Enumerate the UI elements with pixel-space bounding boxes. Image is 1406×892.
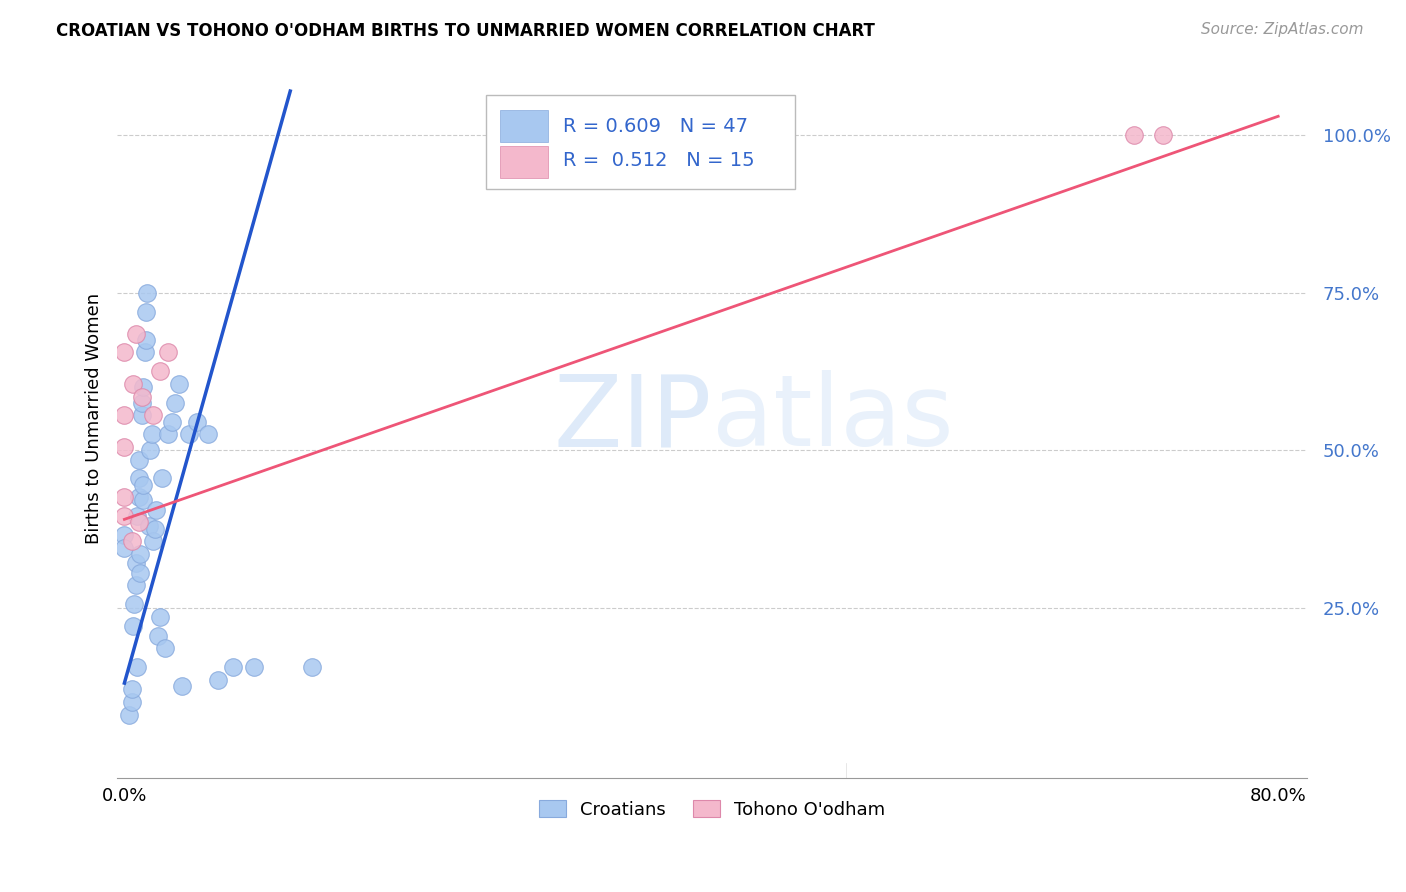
- Tohono O'odham: [131, 390, 153, 404]
- Text: ZIP: ZIP: [554, 370, 711, 467]
- Legend: Croatians, Tohono O'odham: Croatians, Tohono O'odham: [531, 793, 893, 826]
- Tohono O'odham: [128, 516, 150, 530]
- Text: atlas: atlas: [711, 370, 953, 467]
- Croatians: [129, 566, 152, 580]
- Croatians: [132, 493, 155, 508]
- Tohono O'odham: [122, 376, 145, 391]
- Tohono O'odham: [112, 409, 135, 423]
- Croatians: [197, 427, 219, 442]
- Y-axis label: Births to Unmarried Women: Births to Unmarried Women: [86, 293, 103, 544]
- Tohono O'odham: [112, 440, 135, 454]
- Croatians: [141, 427, 163, 442]
- Tohono O'odham: [149, 364, 172, 378]
- Tohono O'odham: [142, 409, 165, 423]
- Text: R =  0.512   N = 15: R = 0.512 N = 15: [564, 152, 755, 170]
- Croatians: [112, 528, 135, 542]
- Croatians: [121, 695, 143, 709]
- Croatians: [186, 415, 208, 429]
- Croatians: [129, 547, 152, 561]
- Tohono O'odham: [125, 326, 148, 341]
- Croatians: [149, 610, 172, 624]
- Text: CROATIAN VS TOHONO O'ODHAM BIRTHS TO UNMARRIED WOMEN CORRELATION CHART: CROATIAN VS TOHONO O'ODHAM BIRTHS TO UNM…: [56, 22, 875, 40]
- Croatians: [135, 304, 157, 318]
- Croatians: [125, 578, 148, 592]
- Croatians: [127, 660, 149, 674]
- Croatians: [146, 629, 169, 643]
- Croatians: [121, 682, 143, 697]
- Croatians: [112, 541, 135, 555]
- Croatians: [207, 673, 229, 687]
- Croatians: [167, 376, 190, 391]
- Croatians: [122, 619, 145, 633]
- Croatians: [125, 557, 148, 571]
- Croatians: [139, 443, 162, 458]
- Croatians: [127, 509, 149, 524]
- Croatians: [131, 409, 153, 423]
- Tohono O'odham: [1152, 128, 1174, 143]
- Croatians: [143, 522, 166, 536]
- Croatians: [138, 518, 160, 533]
- Croatians: [163, 396, 186, 410]
- Tohono O'odham: [1123, 128, 1146, 143]
- Croatians: [142, 534, 165, 549]
- Croatians: [128, 491, 150, 505]
- Croatians: [243, 660, 266, 674]
- Croatians: [131, 396, 153, 410]
- Tohono O'odham: [112, 509, 135, 524]
- Croatians: [134, 345, 156, 359]
- Croatians: [221, 660, 243, 674]
- Tohono O'odham: [112, 345, 135, 359]
- Croatians: [153, 641, 176, 656]
- Tohono O'odham: [121, 534, 143, 549]
- Croatians: [172, 679, 194, 693]
- Croatians: [145, 503, 167, 517]
- FancyBboxPatch shape: [501, 145, 548, 178]
- Croatians: [160, 415, 183, 429]
- Croatians: [179, 427, 201, 442]
- FancyBboxPatch shape: [486, 95, 796, 189]
- Tohono O'odham: [112, 491, 135, 505]
- Croatians: [124, 598, 146, 612]
- FancyBboxPatch shape: [501, 110, 548, 142]
- Tohono O'odham: [156, 345, 179, 359]
- Croatians: [150, 471, 173, 485]
- Croatians: [118, 707, 141, 722]
- Text: Source: ZipAtlas.com: Source: ZipAtlas.com: [1201, 22, 1364, 37]
- Croatians: [301, 660, 323, 674]
- Croatians: [136, 285, 159, 300]
- Croatians: [128, 471, 150, 485]
- Croatians: [156, 427, 179, 442]
- Croatians: [132, 380, 155, 394]
- Croatians: [128, 452, 150, 467]
- Croatians: [132, 477, 155, 491]
- Text: R = 0.609   N = 47: R = 0.609 N = 47: [564, 117, 748, 136]
- Croatians: [135, 333, 157, 347]
